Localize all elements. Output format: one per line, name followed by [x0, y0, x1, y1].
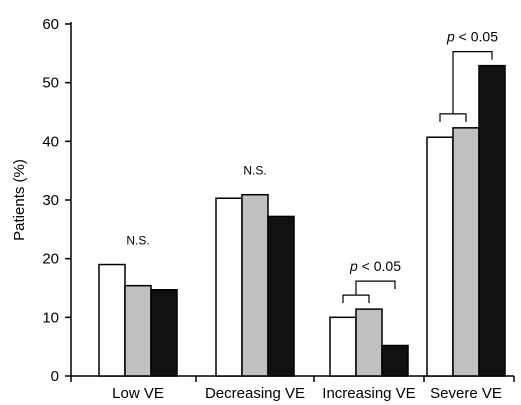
y-tick-label: 50 — [42, 75, 59, 92]
bracket-inner — [342, 294, 370, 304]
x-category-label: Low VE — [112, 385, 164, 402]
x-category-label: Increasing VE — [322, 385, 415, 402]
bar — [124, 284, 152, 377]
x-category-label: Decreasing VE — [205, 385, 305, 402]
annotations: N.S. N.S. p < 0.05 p < 0.05 — [126, 29, 498, 304]
bar — [241, 193, 269, 377]
bracket-outer — [452, 51, 493, 114]
bar — [98, 263, 126, 377]
y-tick-label: 0 — [51, 368, 59, 385]
bar — [355, 308, 383, 377]
y-tick-label: 60 — [42, 16, 59, 33]
x-axis: Low VE Decreasing VE Increasing VE Severe V… — [70, 375, 515, 402]
bar — [150, 289, 178, 377]
y-tick-label: 20 — [42, 251, 59, 268]
bars — [98, 64, 506, 377]
bar — [329, 316, 357, 377]
bar — [215, 197, 243, 377]
x-category-label: Severe VE — [430, 385, 502, 402]
annotation-ns: N.S. — [126, 234, 149, 248]
y-axis: 0 10 20 30 40 50 60 — [42, 16, 72, 385]
annotation-p-value: p < 0.05 — [446, 29, 498, 45]
y-tick-label: 30 — [42, 192, 59, 209]
bar — [381, 344, 409, 377]
bracket-inner — [439, 113, 467, 122]
bracket-outer — [355, 280, 396, 296]
bar — [426, 136, 454, 377]
bar — [267, 215, 295, 377]
y-axis-label: Patients (%) — [11, 159, 28, 241]
annotation-p-value: p < 0.05 — [349, 258, 401, 274]
y-tick-label: 40 — [42, 133, 59, 150]
y-tick-label: 10 — [42, 309, 59, 326]
bar — [452, 127, 480, 377]
annotation-ns: N.S. — [243, 164, 266, 178]
bar — [478, 64, 506, 377]
